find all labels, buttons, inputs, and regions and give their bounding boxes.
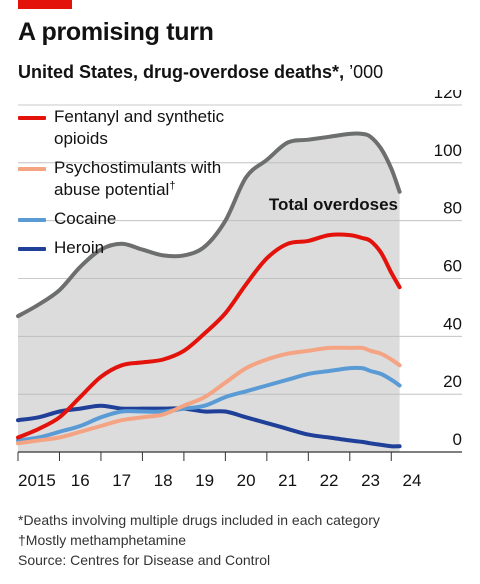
footnote-dagger: †Mostly methamphetamine	[18, 532, 187, 548]
y-tick-label-0: 0	[453, 430, 462, 449]
source-note: Source: Centres for Disease and Control	[18, 552, 271, 568]
y-tick-label-60: 60	[443, 257, 462, 276]
legend-item-heroin: Heroin	[18, 237, 268, 259]
x-tick-label-20: 20	[237, 471, 256, 490]
subtitle-text: United States, drug-overdose deaths*,	[18, 62, 345, 82]
legend-item-cocaine: Cocaine	[18, 208, 268, 230]
annotation-total-overdoses: Total overdoses	[269, 195, 398, 214]
y-tick-label-20: 20	[443, 372, 462, 391]
series-line-total	[16, 131, 402, 319]
brand-red-tag	[18, 0, 72, 9]
footnotes: *Deaths involving multiple drugs include…	[18, 510, 380, 570]
x-tick-label-24: 24	[403, 471, 422, 490]
total-area-fill	[18, 133, 400, 452]
series-line-cocaine	[16, 365, 402, 443]
legend-item-fentanyl: Fentanyl and synthetic opioids	[18, 106, 268, 150]
subtitle-unit: ’000	[349, 62, 384, 82]
legend-swatch-heroin	[18, 247, 46, 251]
overdose-chart: 0 20 40 60 80 100 120 2015 16 17 18 19 20 21 22 23 24 Tot…	[16, 90, 462, 490]
legend-swatch-fentanyl	[18, 116, 46, 120]
chart-title: A promising turn	[18, 18, 214, 46]
series-line-heroin	[16, 403, 402, 449]
y-tick-label-40: 40	[443, 314, 462, 333]
x-tick-label-22: 22	[320, 471, 339, 490]
chart-legend: Fentanyl and synthetic opioids Psychosti…	[18, 106, 268, 266]
x-tick-label-2015: 2015	[18, 471, 56, 490]
x-tick-label-21: 21	[278, 471, 297, 490]
x-tick-label-23: 23	[361, 471, 380, 490]
legend-swatch-cocaine	[18, 218, 46, 222]
series-line-fentanyl	[16, 232, 402, 440]
x-tick-label-17: 17	[112, 471, 131, 490]
legend-label-psychostimulants: Psychostimulants with abuse potential†	[54, 158, 222, 199]
y-tick-label-100: 100	[434, 141, 462, 160]
x-tick-label-18: 18	[154, 471, 173, 490]
chart-subtitle: United States, drug-overdose deaths*, ’0…	[18, 62, 383, 83]
legend-label-cocaine: Cocaine	[54, 209, 117, 228]
footnote-asterisk: *Deaths involving multiple drugs include…	[18, 512, 380, 528]
y-tick-label-80: 80	[443, 199, 462, 218]
dagger-mark: †	[169, 180, 176, 192]
legend-label-fentanyl: Fentanyl and synthetic opioids	[54, 107, 225, 148]
y-tick-label-120: 120	[434, 90, 462, 102]
x-tick-label-19: 19	[195, 471, 214, 490]
legend-swatch-psychostimulants	[18, 167, 46, 171]
series-line-psychostimulants	[16, 345, 402, 446]
legend-item-psychostimulants: Psychostimulants with abuse potential†	[18, 157, 264, 201]
x-tick-label-16: 16	[71, 471, 90, 490]
legend-label-heroin: Heroin	[54, 238, 105, 257]
